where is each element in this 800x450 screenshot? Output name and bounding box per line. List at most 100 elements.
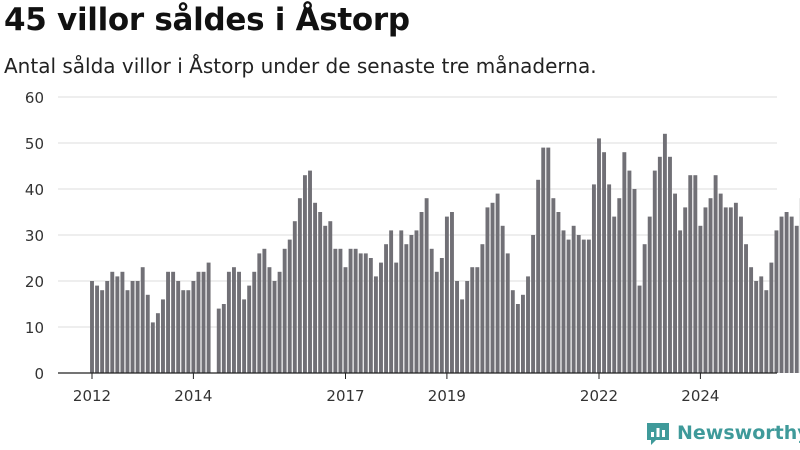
bar xyxy=(769,262,774,373)
bar xyxy=(759,276,764,373)
bar xyxy=(602,152,607,373)
bar xyxy=(191,281,196,373)
bar xyxy=(566,239,571,373)
bar xyxy=(713,175,718,373)
bar xyxy=(414,230,419,373)
x-tick-label: 2019 xyxy=(428,387,466,405)
bar xyxy=(683,207,688,373)
bar xyxy=(723,207,728,373)
bar xyxy=(642,244,647,373)
bar xyxy=(764,290,769,373)
bar xyxy=(110,271,115,373)
bar xyxy=(470,267,475,373)
bar xyxy=(201,271,206,373)
bar xyxy=(171,271,176,373)
y-tick-label: 40 xyxy=(25,181,44,199)
bar xyxy=(673,193,677,373)
bar xyxy=(460,299,465,373)
bar xyxy=(526,276,530,373)
bar xyxy=(302,175,307,373)
x-tick-label: 2024 xyxy=(681,387,719,405)
bar xyxy=(465,281,470,373)
y-axis-ticks: 0 10 20 30 40 50 60 xyxy=(25,89,44,383)
bar xyxy=(703,207,708,373)
bar xyxy=(196,271,201,373)
bar xyxy=(607,184,612,373)
bar xyxy=(181,290,186,373)
bar xyxy=(343,267,348,373)
bar xyxy=(95,285,100,373)
bar xyxy=(500,225,505,373)
bar xyxy=(166,271,170,373)
bar xyxy=(161,299,165,373)
bar xyxy=(708,198,713,373)
bar xyxy=(287,239,292,373)
y-tick-label: 10 xyxy=(25,319,44,337)
bar xyxy=(647,216,652,373)
bar xyxy=(612,216,617,373)
bar xyxy=(90,281,94,373)
bar xyxy=(221,304,226,373)
bar xyxy=(384,244,389,373)
bar xyxy=(186,290,191,373)
bar xyxy=(662,133,667,373)
bar xyxy=(450,212,454,373)
bar xyxy=(510,290,515,373)
bar xyxy=(328,221,333,373)
bar xyxy=(754,281,759,373)
bar xyxy=(389,230,394,373)
bar xyxy=(257,253,262,373)
bar xyxy=(622,152,627,373)
bar xyxy=(373,276,378,373)
bar xyxy=(551,198,556,373)
chart-title: 45 villor såldes i Åstorp xyxy=(4,2,410,38)
bar xyxy=(424,198,429,373)
bar xyxy=(368,258,373,373)
bar xyxy=(429,248,434,373)
bar xyxy=(130,281,135,373)
x-tick-label: 2014 xyxy=(174,387,212,405)
bar xyxy=(338,248,343,373)
bar xyxy=(617,198,622,373)
bar xyxy=(627,170,632,373)
bar xyxy=(495,193,500,373)
bar xyxy=(216,308,221,373)
bar xyxy=(678,230,683,373)
bar xyxy=(105,281,110,373)
bar xyxy=(444,216,449,373)
bar xyxy=(242,299,247,373)
bar xyxy=(206,262,211,373)
bar xyxy=(586,239,591,373)
bar xyxy=(135,281,140,373)
bar xyxy=(698,225,703,373)
x-tick-label: 2012 xyxy=(73,387,111,405)
bar xyxy=(358,253,363,373)
bar xyxy=(176,281,181,373)
bar xyxy=(515,304,520,373)
newsworthy-logo[interactable]: Newsworthy xyxy=(645,420,800,446)
bar xyxy=(115,276,120,373)
bar xyxy=(789,216,794,373)
bar xyxy=(455,281,459,373)
bar xyxy=(739,216,743,373)
x-tick-label: 2022 xyxy=(580,387,618,405)
bar xyxy=(541,147,546,373)
bar xyxy=(267,267,272,373)
bar xyxy=(632,189,637,373)
bar xyxy=(262,248,267,373)
bar xyxy=(571,225,576,373)
bar xyxy=(668,156,672,373)
bar xyxy=(718,193,723,373)
y-tick-label: 0 xyxy=(34,365,44,383)
bar xyxy=(125,290,130,373)
bar xyxy=(409,235,414,373)
bar xyxy=(794,225,799,373)
bar xyxy=(591,184,596,373)
bar xyxy=(399,230,404,373)
bar xyxy=(348,248,353,373)
y-tick-label: 50 xyxy=(25,135,44,153)
bar xyxy=(475,267,480,373)
bar xyxy=(531,235,536,373)
y-tick-label: 60 xyxy=(25,89,44,107)
bar xyxy=(576,235,581,373)
